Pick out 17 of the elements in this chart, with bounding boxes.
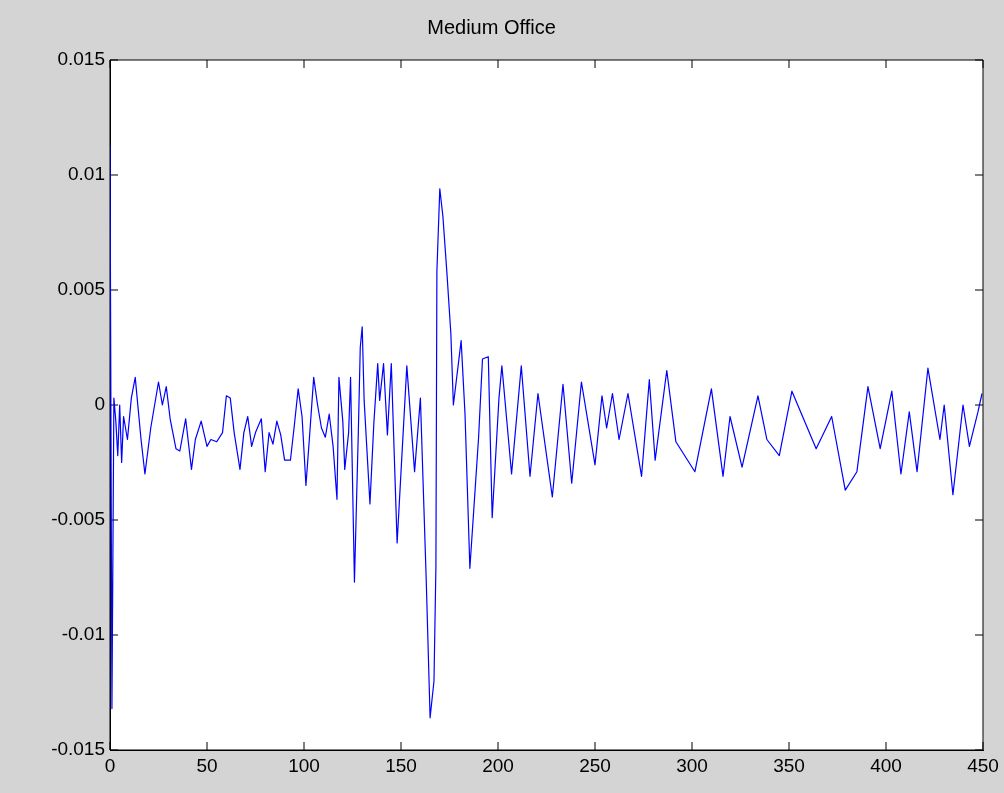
y-tick-label: -0.01 [61,623,105,645]
x-tick-label: 50 [196,754,218,776]
x-tick-label: 450 [967,754,999,776]
x-tick-label: 200 [482,754,514,776]
y-tick-label: -0.005 [51,508,105,530]
chart-title: Medium Office [427,15,556,38]
y-tick-label: 0.005 [57,278,105,300]
y-tick-label: 0.015 [57,48,105,70]
x-tick-label: 250 [579,754,611,776]
y-tick-label: 0.01 [68,163,105,185]
x-tick-label: 400 [870,754,902,776]
x-tick-label: 100 [288,754,320,776]
y-tick-label: 0 [94,393,105,415]
x-tick-label: 350 [773,754,805,776]
x-tick-label: 300 [676,754,708,776]
x-tick-label: 150 [385,754,417,776]
y-tick-label: -0.015 [51,738,105,760]
